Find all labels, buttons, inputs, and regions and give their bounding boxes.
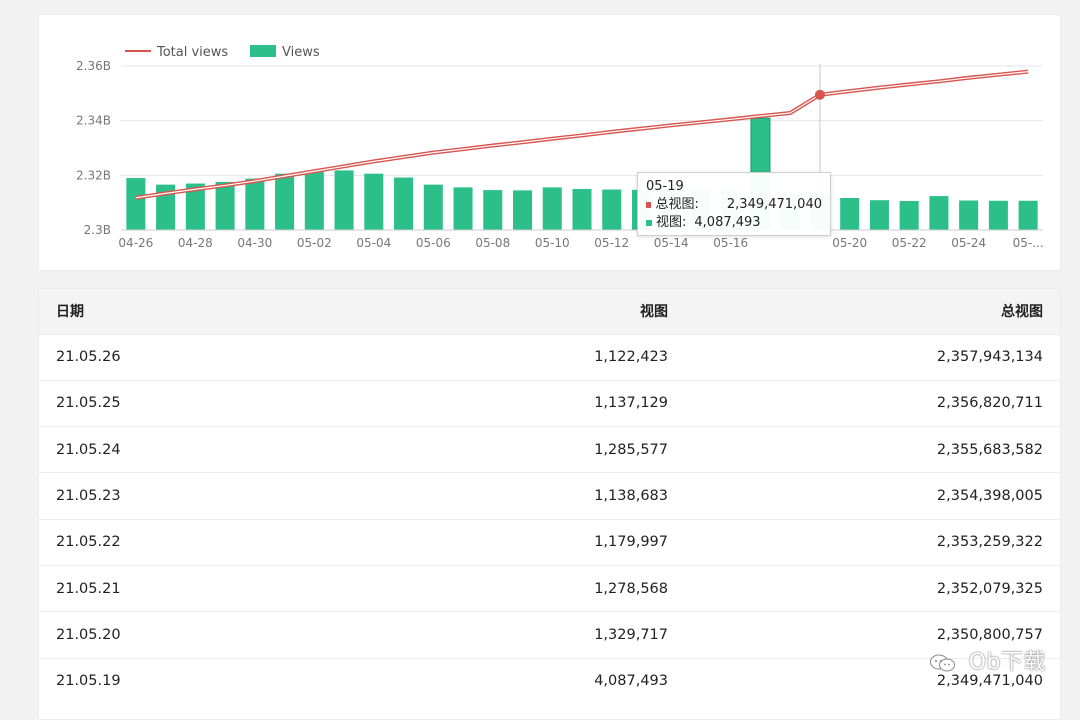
- bar: [215, 181, 235, 230]
- row-total: 2,349,471,040: [936, 673, 1043, 690]
- x-tick-label: 05-22: [892, 236, 927, 250]
- tooltip-total-value: 2,349,471,040: [726, 197, 822, 212]
- tooltip-views-marker: [646, 220, 652, 226]
- bar: [245, 178, 265, 230]
- row-date: 21.05.22: [56, 534, 121, 551]
- row-total: 2,355,683,582: [936, 441, 1043, 458]
- legend-bar-swatch: [250, 45, 276, 57]
- x-tick-label: 05-24: [951, 236, 986, 250]
- row-views: 1,278,568: [594, 580, 668, 597]
- bar: [1018, 200, 1038, 230]
- table-row: 21.05.26 1,122,423 2,357,943,134: [39, 334, 1060, 380]
- bar: [988, 200, 1008, 230]
- row-total: 2,357,943,134: [936, 349, 1043, 366]
- row-total: 2,353,259,322: [936, 534, 1043, 551]
- table-row: 21.05.20 1,329,717 2,350,800,757: [39, 611, 1060, 658]
- chart-tooltip: 05-19 总视图: 2,349,471,040 视图: 4,087,493: [637, 172, 831, 236]
- bar: [959, 200, 979, 230]
- legend-line-label: Total views: [156, 45, 228, 60]
- bar: [126, 178, 146, 230]
- row-date: 21.05.26: [56, 349, 121, 366]
- row-views: 1,137,129: [594, 395, 668, 412]
- row-total: 2,354,398,005: [936, 488, 1043, 505]
- bar: [542, 187, 562, 230]
- header-views[interactable]: 视图: [640, 304, 668, 321]
- header-date[interactable]: 日期: [56, 304, 84, 321]
- bar: [483, 190, 503, 230]
- x-tick-label: 04-30: [237, 236, 272, 250]
- y-tick-label: 2.3B: [84, 223, 111, 237]
- y-tick-label: 2.32B: [76, 168, 111, 182]
- row-date: 21.05.25: [56, 395, 121, 412]
- chart-card: 2.3B 2.32B 2.34B 2.36B 04-26 04-28 04-30 05-02 0…: [38, 14, 1061, 271]
- row-views: 1,122,423: [594, 349, 668, 366]
- x-tick-label: 05-...: [1013, 236, 1044, 250]
- combo-chart: 2.3B 2.32B 2.34B 2.36B 04-26 04-28 04-30 05-02 0…: [76, 45, 1044, 250]
- y-tick-label: 2.36B: [76, 59, 111, 73]
- x-tick-label: 04-26: [118, 236, 153, 250]
- row-date: 21.05.19: [56, 673, 121, 690]
- bar: [185, 183, 205, 230]
- x-tick-label: 04-28: [178, 236, 213, 250]
- watermark: Ob下载: [929, 644, 1046, 676]
- x-tick-label: 05-02: [297, 236, 332, 250]
- total-views-line-inner: [135, 71, 1029, 199]
- table-row: 21.05.23 1,138,683 2,354,398,005: [39, 472, 1060, 519]
- bar: [394, 177, 414, 230]
- bar: [602, 189, 622, 230]
- row-total: 2,352,079,325: [936, 580, 1043, 597]
- x-tick-label: 05-06: [416, 236, 451, 250]
- y-tick-label: 2.34B: [76, 114, 111, 128]
- legend-bar-label: Views: [282, 45, 320, 60]
- wechat-icon: [930, 654, 956, 672]
- x-tick-label: 05-04: [356, 236, 391, 250]
- row-date: 21.05.23: [56, 488, 121, 505]
- table-row: 21.05.21 1,278,568 2,352,079,325: [39, 565, 1060, 611]
- bar: [304, 171, 324, 230]
- bar: [275, 173, 295, 230]
- row-views: 1,329,717: [594, 626, 668, 643]
- row-date: 21.05.20: [56, 626, 121, 643]
- x-tick-label: 05-14: [654, 236, 689, 250]
- x-tick-label: 05-12: [594, 236, 629, 250]
- row-date: 21.05.24: [56, 441, 121, 458]
- row-views: 1,285,577: [594, 441, 668, 458]
- stats-table-card: 日期 视图 总视图 21.05.26 1,122,423 2,357,943,1…: [38, 288, 1061, 720]
- bar: [840, 198, 860, 230]
- bar: [423, 184, 443, 230]
- bar: [512, 190, 533, 230]
- row-views: 1,138,683: [594, 488, 668, 505]
- x-tick-label: 05-16: [713, 236, 748, 250]
- header-total[interactable]: 总视图: [1001, 304, 1043, 321]
- row-total: 2,356,820,711: [936, 395, 1043, 412]
- x-tick-label: 05-08: [475, 236, 510, 250]
- table-row: 21.05.25 1,137,129 2,356,820,711: [39, 380, 1060, 426]
- table-row: 21.05.19 4,087,493 2,349,471,040: [39, 658, 1060, 704]
- bar: [869, 200, 889, 230]
- tooltip-date: 05-19: [646, 179, 684, 194]
- table-row: 21.05.22 1,179,997 2,353,259,322: [39, 519, 1060, 565]
- bar: [453, 187, 473, 230]
- bar: [364, 173, 384, 230]
- row-views: 4,087,493: [594, 673, 668, 690]
- x-tick-label: 05-20: [832, 236, 867, 250]
- tooltip-views-label: 视图:: [656, 215, 687, 230]
- row-total: 2,350,800,757: [936, 626, 1043, 643]
- x-tick-label: 05-10: [535, 236, 570, 250]
- highlight-point: [814, 89, 825, 100]
- tooltip-total-label: 总视图:: [655, 197, 699, 212]
- bar: [572, 189, 592, 230]
- watermark-text: Ob下载: [968, 650, 1046, 675]
- row-date: 21.05.21: [56, 580, 121, 597]
- table-row: 21.05.24 1,285,577 2,355,683,582: [39, 426, 1060, 473]
- row-views: 1,179,997: [594, 534, 668, 551]
- table-header-row: 日期 视图 总视图: [39, 289, 1060, 334]
- tooltip-views-value: 4,087,493: [694, 215, 761, 230]
- stats-table: 日期 视图 总视图 21.05.26 1,122,423 2,357,943,1…: [39, 289, 1060, 704]
- bar: [929, 196, 949, 230]
- bar: [334, 170, 354, 230]
- bar: [899, 201, 919, 230]
- tooltip-total-marker: [646, 202, 652, 208]
